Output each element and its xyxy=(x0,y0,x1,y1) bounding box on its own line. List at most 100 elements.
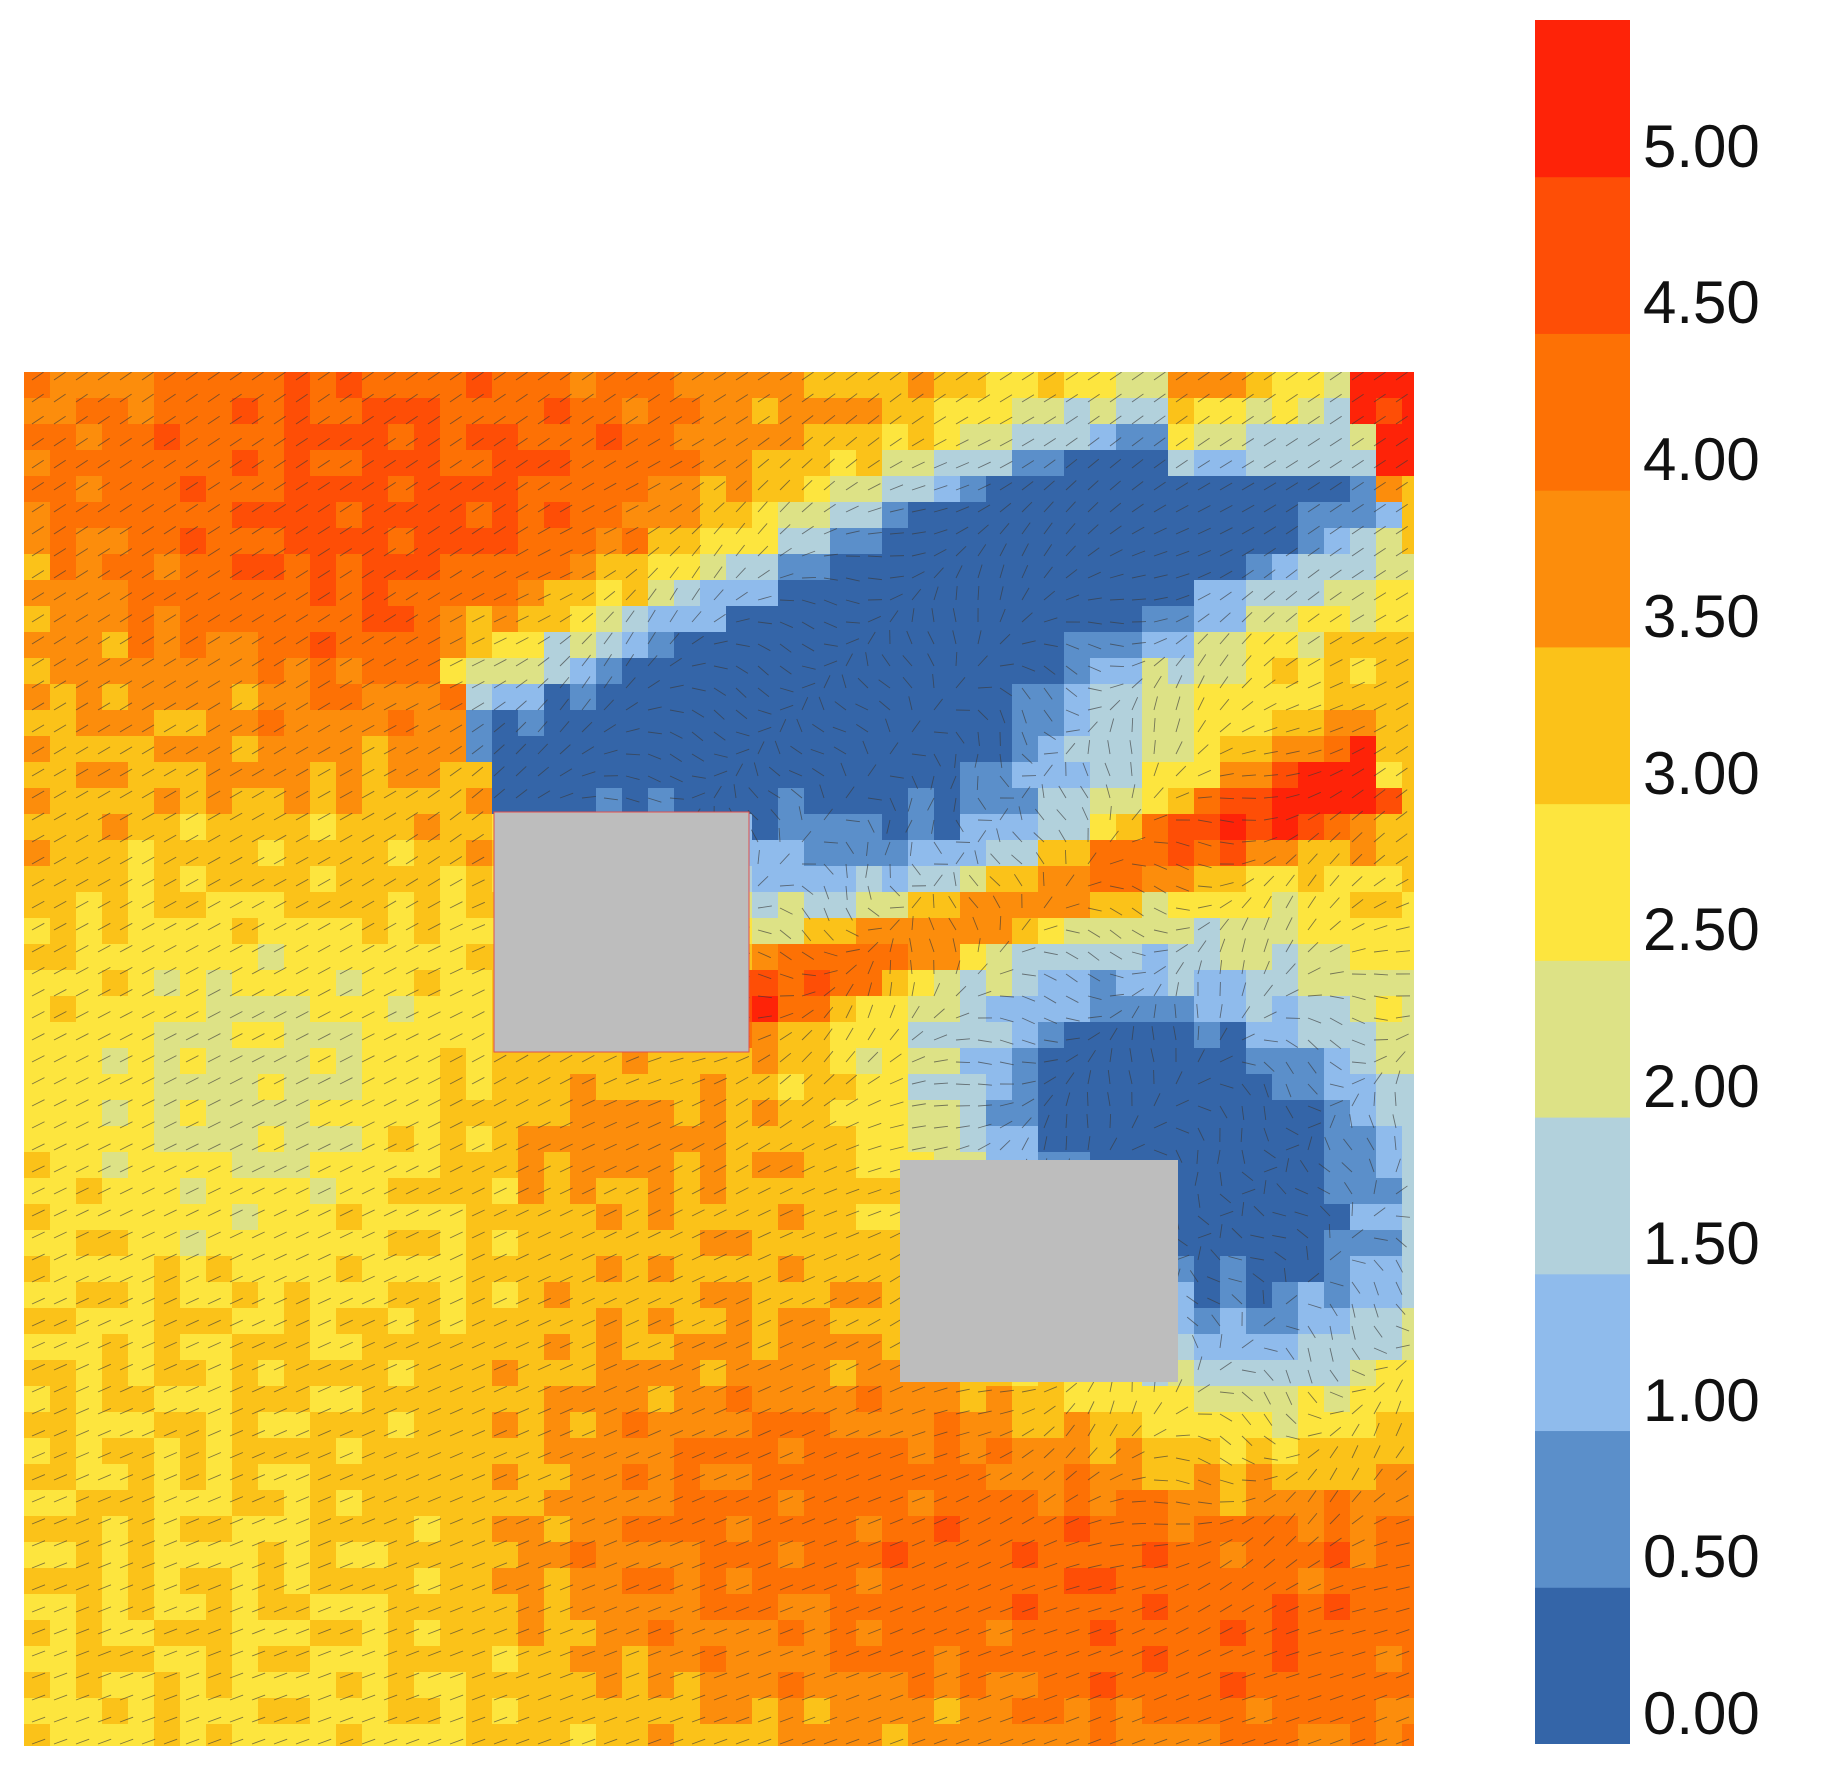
heatmap-cell xyxy=(804,658,831,685)
wind-vector xyxy=(229,1033,243,1041)
wind-vector xyxy=(339,878,353,887)
heatmap-cell xyxy=(648,1594,675,1621)
heatmap-cell xyxy=(934,1126,961,1153)
heatmap-cell xyxy=(336,814,363,841)
heatmap-cell xyxy=(622,1386,649,1413)
heatmap-cell xyxy=(1012,892,1039,919)
heatmap-cell xyxy=(622,1152,649,1179)
wind-vector xyxy=(977,709,989,721)
wind-vector xyxy=(909,841,913,856)
heatmap-cell xyxy=(622,450,649,477)
wind-vector xyxy=(405,790,419,799)
wind-vector xyxy=(911,775,919,789)
wind-vector xyxy=(427,833,440,843)
heatmap-cell xyxy=(362,1516,389,1543)
heatmap-cell xyxy=(232,840,259,867)
wind-vector xyxy=(1241,725,1255,733)
heatmap-cell xyxy=(1168,996,1195,1023)
wind-vector xyxy=(361,790,375,799)
heatmap-cell xyxy=(1012,450,1039,477)
wind-vector xyxy=(801,621,815,630)
wind-vector xyxy=(1307,1061,1317,1074)
wind-vector xyxy=(1395,548,1409,557)
wind-vector xyxy=(713,753,728,758)
heatmap-cell xyxy=(232,1646,259,1673)
wind-vector xyxy=(471,1011,485,1019)
heatmap-cell xyxy=(830,970,857,997)
wind-vector xyxy=(493,1054,507,1063)
heatmap-cell xyxy=(258,372,285,399)
heatmap-cell xyxy=(102,1152,129,1179)
heatmap-cell xyxy=(1012,918,1039,945)
heatmap-cell xyxy=(544,528,571,555)
wind-vector xyxy=(603,797,618,801)
heatmap-cell xyxy=(960,1464,987,1491)
wind-vector xyxy=(801,973,816,977)
wind-vector xyxy=(1153,637,1168,645)
heatmap-cell xyxy=(1350,1672,1377,1699)
heatmap-cell xyxy=(1116,1074,1143,1101)
wind-vector xyxy=(735,372,748,381)
heatmap-cell xyxy=(1402,1074,1414,1101)
wind-vector xyxy=(1086,1091,1089,1107)
heatmap-cell xyxy=(232,1204,259,1231)
wind-vector xyxy=(1263,460,1277,469)
heatmap-cell xyxy=(804,1126,831,1153)
wind-vector xyxy=(339,790,353,799)
heatmap-cell xyxy=(674,424,701,451)
heatmap-cell xyxy=(440,424,467,451)
wind-vector xyxy=(669,524,682,535)
heatmap-cell xyxy=(336,788,363,815)
wind-vector xyxy=(229,812,243,821)
wind-vector xyxy=(955,677,966,689)
wind-vector xyxy=(207,636,221,645)
wind-vector xyxy=(1153,885,1167,894)
wind-vector xyxy=(625,631,634,645)
wind-vector xyxy=(515,372,528,381)
heatmap-cell xyxy=(128,684,155,711)
wind-vector xyxy=(1241,612,1253,623)
wind-vector xyxy=(207,393,220,403)
heatmap-cell xyxy=(1116,658,1143,685)
wind-vector xyxy=(185,834,199,843)
heatmap-cell xyxy=(1116,944,1143,971)
wind-vector xyxy=(295,658,309,667)
heatmap-cell xyxy=(180,1516,207,1543)
heatmap-cell xyxy=(466,1386,493,1413)
wind-vector xyxy=(427,703,441,711)
wind-vector xyxy=(713,709,725,720)
heatmap-cell xyxy=(804,840,831,867)
heatmap-cell xyxy=(830,1022,857,1049)
heatmap-cell xyxy=(1350,996,1377,1023)
wind-vector xyxy=(1153,863,1168,870)
wind-vector xyxy=(163,944,177,953)
heatmap-cell xyxy=(804,554,831,581)
heatmap-cell xyxy=(76,762,103,789)
heatmap-cell xyxy=(518,1282,545,1309)
wind-vector xyxy=(1197,769,1211,777)
wind-vector xyxy=(339,724,353,733)
wind-vector xyxy=(625,415,638,425)
wind-vector xyxy=(927,631,935,645)
wind-vector xyxy=(1153,618,1168,623)
wind-vector xyxy=(427,415,440,425)
heatmap-cell xyxy=(24,684,51,711)
heatmap-cell xyxy=(414,1334,441,1361)
wind-vector xyxy=(53,680,67,689)
wind-vector xyxy=(955,394,969,403)
wind-vector xyxy=(185,658,199,667)
wind-vector xyxy=(1307,771,1322,777)
heatmap-cell xyxy=(830,1204,857,1231)
heatmap-cell xyxy=(154,476,181,503)
heatmap-cell xyxy=(154,658,181,685)
wind-vector xyxy=(625,702,639,711)
heatmap-cell xyxy=(830,502,857,529)
wind-vector xyxy=(1021,501,1033,513)
heatmap-cell xyxy=(986,424,1013,451)
heatmap-cell xyxy=(1038,1542,1065,1569)
heatmap-cell xyxy=(1376,1698,1403,1725)
heatmap-cell xyxy=(310,1412,337,1439)
wind-vector xyxy=(383,856,397,865)
wind-vector xyxy=(1087,881,1102,887)
wind-vector xyxy=(295,614,309,623)
